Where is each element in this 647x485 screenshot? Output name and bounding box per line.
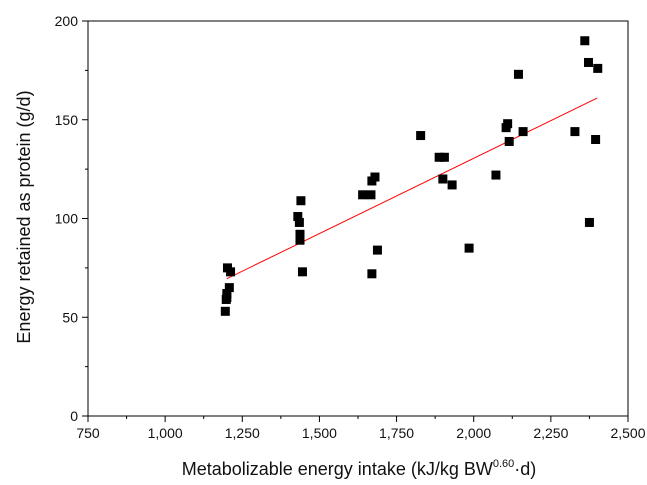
data-point	[226, 267, 236, 277]
data-point	[416, 131, 426, 141]
data-point	[358, 190, 368, 200]
data-point	[434, 152, 444, 162]
data-point	[464, 243, 474, 253]
data-point	[220, 306, 230, 316]
x-axis-title: Metabolizable energy intake (kJ/kg BW0.6…	[182, 458, 537, 479]
x-tick-label: 1,500	[302, 425, 337, 441]
x-axis-ticks: 750 1,000 1,250 1,500 1,750 2,000 2,250 2,500	[76, 416, 646, 441]
y-tick-label: 200	[55, 13, 79, 29]
y-axis-title: Energy retained as protein (g/d)	[14, 90, 34, 343]
data-point	[584, 217, 594, 227]
y-tick-label: 50	[62, 309, 78, 325]
data-point	[580, 36, 590, 46]
data-point	[518, 127, 528, 137]
data-point	[504, 136, 514, 146]
data-point	[439, 152, 449, 162]
data-point	[295, 229, 305, 239]
data-point	[295, 235, 305, 245]
y-axis-ticks: 0 50 100 150 200	[55, 13, 88, 424]
data-point	[447, 180, 457, 190]
plot-frame	[87, 20, 629, 417]
x-tick-label: 2,250	[533, 425, 568, 441]
x-tick-label: 750	[76, 425, 100, 441]
data-points	[220, 36, 603, 316]
data-point	[294, 217, 304, 227]
data-point	[591, 135, 601, 144]
x-tick-label: 1,000	[148, 425, 183, 441]
data-point	[367, 269, 377, 279]
data-point	[222, 293, 232, 302]
data-point	[438, 174, 448, 184]
data-point	[491, 170, 501, 180]
data-point	[513, 69, 523, 79]
plot-border	[87, 20, 629, 417]
data-point	[224, 283, 234, 293]
y-tick-label: 150	[55, 112, 79, 128]
data-point	[593, 63, 603, 73]
x-tick-label: 1,750	[379, 425, 414, 441]
data-point	[584, 57, 594, 67]
data-point	[297, 267, 307, 277]
x-tick-label: 1,250	[225, 425, 260, 441]
y-tick-label: 100	[55, 211, 79, 227]
y-tick-label: 0	[70, 408, 78, 424]
regression-line	[226, 97, 598, 280]
regression-line-group	[226, 97, 598, 280]
data-point	[370, 172, 380, 182]
data-point	[293, 212, 303, 222]
x-tick-label: 2,000	[456, 425, 491, 441]
data-point	[503, 119, 513, 129]
data-point	[296, 196, 306, 206]
x-tick-label: 2,500	[610, 425, 645, 441]
data-point	[372, 245, 382, 255]
data-point	[366, 190, 376, 200]
data-point	[570, 127, 580, 137]
